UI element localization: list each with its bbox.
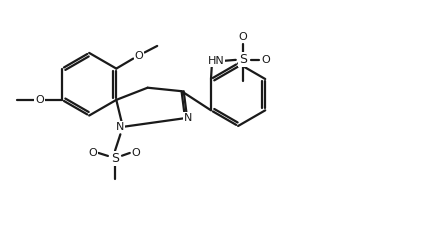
Text: O: O <box>238 32 247 42</box>
Text: O: O <box>131 148 140 158</box>
Text: HN: HN <box>207 56 224 66</box>
Text: S: S <box>239 53 247 66</box>
Text: O: O <box>35 95 44 105</box>
Text: S: S <box>111 152 119 165</box>
Text: N: N <box>184 113 192 123</box>
Text: O: O <box>261 55 270 65</box>
Text: O: O <box>134 51 143 61</box>
Text: O: O <box>88 148 96 158</box>
Text: N: N <box>115 122 124 132</box>
